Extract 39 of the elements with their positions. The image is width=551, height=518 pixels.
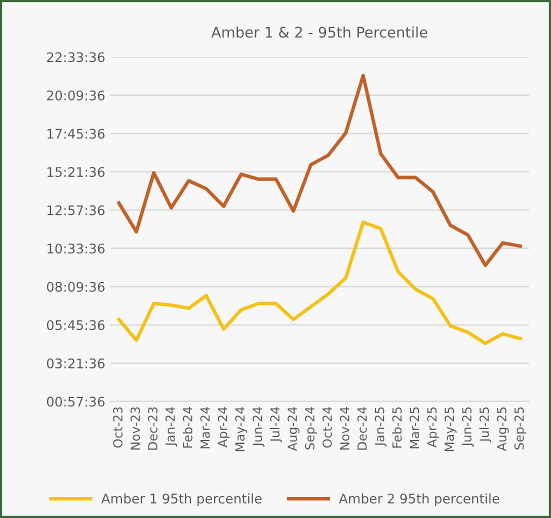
x-tick-label: Nov-24 [340,407,350,450]
x-tick-label: Nov-23 [130,407,140,450]
y-tick-label: 03:21:36 [46,358,105,368]
x-tick-label: May-25 [444,407,456,452]
y-tick-label: 08:09:36 [46,282,105,292]
y-tick-label: 00:57:36 [46,396,105,407]
x-tick-label: Sep-24 [305,407,317,450]
x-tick-label: Dec-23 [148,407,158,450]
y-tick-label: 22:33:36 [47,52,105,62]
chart-title: Amber 1 & 2 - 95th Percentile [211,26,428,38]
x-tick-label: May-24 [235,407,248,452]
x-tick-label: Oct-24 [322,407,332,448]
x-tick-label: Jun-25 [462,407,474,447]
y-tick-label: 10:33:36 [48,244,105,254]
y-tick-label: 12:57:36 [48,205,105,216]
x-tick-label: Jan-24 [165,407,178,447]
x-tick-label: Apr-24 [218,407,230,448]
x-tick-label: Mar-24 [200,407,210,448]
x-tick-label: Apr-25 [427,407,440,448]
x-tick-label: Feb-25 [392,407,402,448]
line-series [117,74,522,267]
x-tick-label: Mar-25 [410,407,420,448]
x-tick-label: Aug-24 [288,407,300,452]
legend-label: Amber 1 95th percentile [101,493,262,506]
x-tick-label: Aug-25 [496,407,509,452]
y-tick-label: 17:45:36 [48,128,105,139]
x-tick-label: Jan-25 [374,407,387,447]
y-tick-label: 05:45:36 [46,320,105,330]
x-tick-label: Sep-25 [514,407,526,450]
y-tick-label: 15:21:36 [48,167,105,178]
x-tick-label: Jul-25 [479,407,492,442]
legend-label: Amber 2 95th percentile [338,493,500,506]
x-tick-label: Oct-23 [113,407,123,448]
x-tick-label: Feb-24 [182,407,192,448]
x-tick-label: Jul-24 [270,407,282,442]
y-tick-label: 20:09:36 [47,90,105,100]
line-series [117,220,522,346]
x-tick-label: Jun-24 [252,407,264,447]
x-tick-label: Dec-24 [357,407,367,450]
